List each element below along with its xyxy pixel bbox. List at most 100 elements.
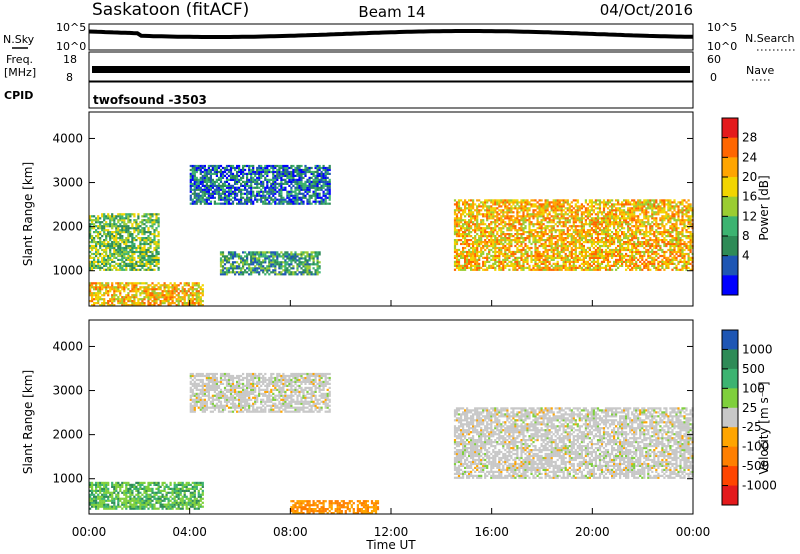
heatmap-cell <box>272 259 275 262</box>
heatmap-cell <box>457 254 461 258</box>
heatmap-cell <box>492 254 495 258</box>
heatmap-cell <box>466 227 469 230</box>
heatmap-cell <box>310 194 313 197</box>
heatmap-cell <box>556 209 559 212</box>
heatmap-cell <box>468 223 471 226</box>
heatmap-cell <box>322 194 325 197</box>
heatmap-cell <box>97 237 100 240</box>
heatmap-cell <box>304 257 307 260</box>
heatmap-cell <box>205 176 208 179</box>
heatmap-cell <box>548 260 551 263</box>
heatmap-cell <box>191 198 194 201</box>
heatmap-cell <box>181 302 184 305</box>
heatmap-cell <box>464 233 467 236</box>
heatmap-cell <box>558 199 561 202</box>
heatmap-cell <box>99 260 102 263</box>
heatmap-cell <box>629 254 632 258</box>
heatmap-cell <box>272 192 275 195</box>
heatmap-cell <box>274 200 277 203</box>
heatmap-cell <box>91 264 94 267</box>
heatmap-cell <box>572 217 575 220</box>
heatmap-cell <box>133 288 136 291</box>
heatmap-cell <box>546 217 549 220</box>
heatmap-cell <box>236 194 239 197</box>
heatmap-cell <box>103 304 106 307</box>
heatmap-cell <box>223 180 227 183</box>
heatmap-cell <box>246 261 249 264</box>
heatmap-cell <box>91 286 94 289</box>
heatmap-cell <box>103 215 106 218</box>
heatmap-cell <box>223 168 227 172</box>
heatmap-cell <box>514 205 517 208</box>
heatmap-cell <box>193 168 196 172</box>
heatmap-cell <box>524 252 527 256</box>
heatmap-cell <box>538 221 541 224</box>
heatmap-cell <box>131 264 134 267</box>
heatmap-cell <box>131 233 134 236</box>
heatmap-cell <box>117 268 120 271</box>
heatmap-cell <box>580 242 583 246</box>
heatmap-cell <box>474 252 477 256</box>
heatmap-cell <box>153 296 156 299</box>
heatmap-cell <box>250 184 253 187</box>
heatmap-cell <box>300 172 303 175</box>
heatmap-cell <box>290 200 293 203</box>
heatmap-cell <box>113 215 116 218</box>
heatmap-cell <box>552 205 555 208</box>
heatmap-cell <box>99 237 102 240</box>
heatmap-cell <box>141 229 144 232</box>
heatmap-cell <box>201 294 204 297</box>
heatmap-cell <box>490 207 493 210</box>
heatmap-cell <box>490 242 493 246</box>
heatmap-cell <box>496 221 499 224</box>
heatmap-cell <box>492 241 495 244</box>
heatmap-cell <box>588 246 591 250</box>
heatmap-cell <box>536 227 539 230</box>
heatmap-cell <box>460 235 463 238</box>
heatmap-cell <box>101 227 104 230</box>
heatmap-cell <box>470 221 473 224</box>
heatmap-cell <box>254 180 257 183</box>
heatmap-cell <box>492 221 495 224</box>
heatmap-cell <box>544 246 547 250</box>
heatmap-cell <box>560 254 563 258</box>
heatmap-cell <box>548 201 551 204</box>
heatmap-cell <box>625 203 628 206</box>
heatmap-cell <box>153 286 156 289</box>
heatmap-cell <box>296 188 299 191</box>
heatmap-cell <box>129 254 132 258</box>
heatmap-cell <box>91 246 94 250</box>
heatmap-cell <box>520 225 523 228</box>
heatmap-cell <box>464 231 467 234</box>
heatmap-cell <box>113 225 116 228</box>
heatmap-cell <box>306 170 309 174</box>
heatmap-cell <box>274 259 277 262</box>
heatmap-cell <box>484 231 487 234</box>
heatmap-cell <box>117 231 120 234</box>
heatmap-cell <box>227 168 231 172</box>
heatmap-cell <box>462 201 465 204</box>
heatmap-cell <box>151 286 154 289</box>
heatmap-cell <box>298 263 301 266</box>
heatmap-cell <box>578 256 581 259</box>
heatmap-cell <box>615 237 618 240</box>
heatmap-cell <box>139 288 142 291</box>
heatmap-cell <box>522 252 525 256</box>
heatmap-cell <box>538 205 541 208</box>
heatmap-cell <box>290 188 293 191</box>
heatmap-cell <box>89 219 92 222</box>
heatmap-cell <box>270 184 273 187</box>
heatmap-cell <box>266 170 269 174</box>
heatmap-cell <box>109 252 112 256</box>
heatmap-cell <box>236 267 239 270</box>
heatmap-cell <box>536 211 539 214</box>
heatmap-cell <box>133 304 136 307</box>
heatmap-cell <box>550 207 553 210</box>
heatmap-cell <box>145 294 148 297</box>
heatmap-cell <box>560 205 563 208</box>
heatmap-cell <box>280 273 283 276</box>
heatmap-cell <box>502 244 505 248</box>
heatmap-cell <box>623 256 626 259</box>
heatmap-cell <box>197 292 200 295</box>
heatmap-cell <box>189 180 192 183</box>
